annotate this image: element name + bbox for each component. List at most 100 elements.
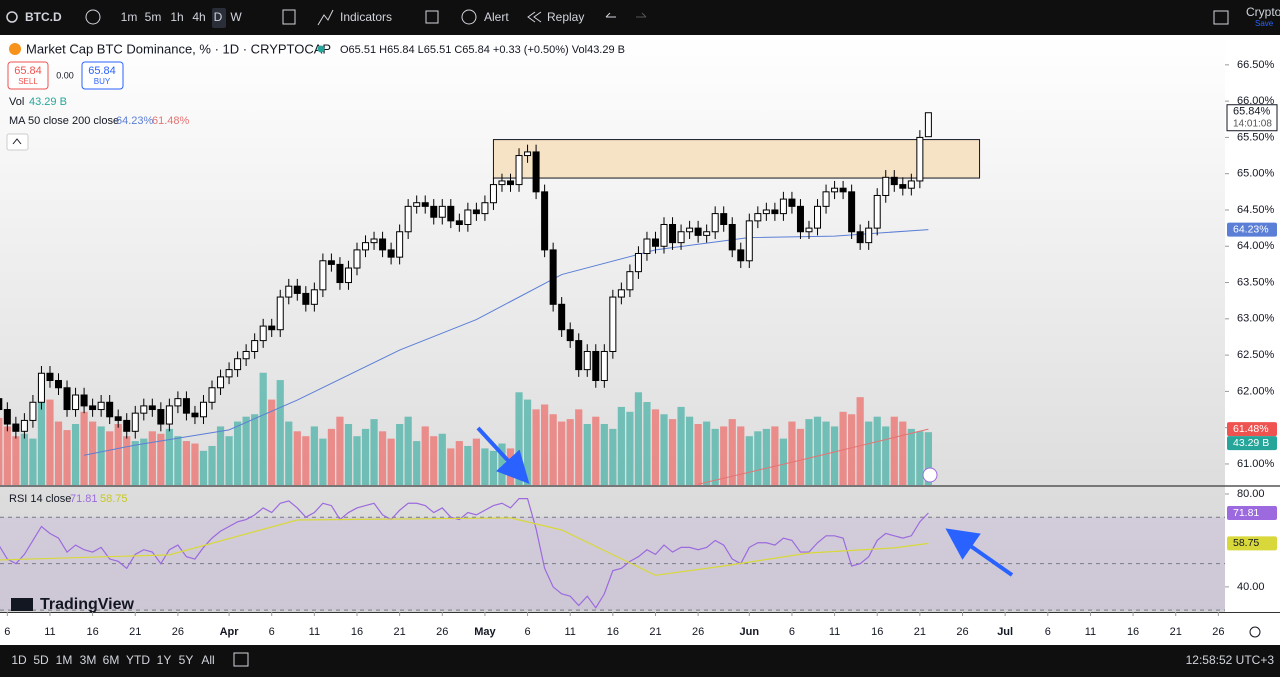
y-tick-label: 65.00% <box>1237 168 1275 180</box>
interval-button[interactable]: 4h <box>192 10 205 24</box>
buy-button[interactable] <box>81 61 124 90</box>
candle-body <box>63 387 71 411</box>
candle-body <box>600 350 608 382</box>
x-tick-label: 16 <box>607 626 619 638</box>
candle-body <box>848 191 856 233</box>
volume-bar <box>396 424 404 485</box>
x-tick-label: 6 <box>4 626 10 638</box>
range-button[interactable]: 5Y <box>179 653 194 667</box>
volume-bar <box>660 414 668 485</box>
volume-bar <box>566 419 574 485</box>
alert-button[interactable]: Alert <box>484 10 509 24</box>
volume-bar <box>336 416 344 485</box>
time-axis <box>0 612 1280 645</box>
replay-button[interactable]: Replay <box>547 10 584 24</box>
rsi-ma-line <box>0 517 929 576</box>
volume-bar <box>233 421 242 485</box>
y-tick-label: 64.00% <box>1237 240 1275 252</box>
candle-body <box>114 416 122 421</box>
watermark-logo <box>11 598 33 611</box>
layout-name[interactable]: Crypto <box>1246 5 1280 19</box>
settings-icon[interactable] <box>1249 626 1261 638</box>
sell-button[interactable] <box>7 61 49 90</box>
date-range-icon[interactable] <box>233 652 249 667</box>
volume-bar <box>182 441 191 485</box>
volume-bar <box>123 436 131 485</box>
rsi-legend-value: 71.81 <box>70 493 98 505</box>
undo[interactable] <box>605 12 616 18</box>
replay-icon[interactable] <box>527 11 542 23</box>
add-symbol[interactable] <box>85 9 101 25</box>
candle-body <box>413 202 421 207</box>
candle-body <box>737 249 745 262</box>
price-tag: 65.84% <box>1233 106 1271 118</box>
x-tick-label: 21 <box>649 626 661 638</box>
volume-bar <box>430 436 438 485</box>
event-icon[interactable] <box>922 467 938 483</box>
candle-body <box>438 205 446 218</box>
candle-body <box>532 151 540 193</box>
search-icon[interactable] <box>6 11 18 23</box>
interval-button[interactable]: D <box>214 10 223 24</box>
x-tick-label: 6 <box>269 626 275 638</box>
market-status <box>317 45 325 53</box>
candle-body <box>157 409 165 425</box>
interval-button[interactable]: 5m <box>145 10 162 24</box>
alert-icon[interactable] <box>461 9 477 25</box>
candle-body <box>80 394 88 407</box>
candle-body <box>37 372 45 403</box>
candle-body <box>907 180 915 189</box>
range-button[interactable]: 1D <box>11 653 27 667</box>
volume-bar <box>259 372 267 485</box>
volume-bar <box>251 414 259 485</box>
interval-button[interactable]: 1m <box>121 10 138 24</box>
volume-bar <box>822 421 830 485</box>
candle-body <box>165 405 173 425</box>
interval-button[interactable]: W <box>230 10 242 24</box>
indicators-icon[interactable] <box>317 9 334 26</box>
collapse-legend[interactable] <box>6 133 29 151</box>
range-button[interactable]: 5D <box>33 653 49 667</box>
collapse-icon <box>12 138 22 145</box>
save-button[interactable]: Save <box>1255 19 1274 28</box>
range-button[interactable]: 6M <box>103 653 120 667</box>
redo[interactable] <box>636 12 647 18</box>
candle-body <box>566 329 574 342</box>
volume-bar <box>438 433 446 485</box>
range-button[interactable]: YTD <box>126 653 150 667</box>
range-button[interactable]: All <box>201 653 214 667</box>
candle-body <box>3 409 11 425</box>
x-tick-label: 11 <box>829 626 840 638</box>
candle-body <box>634 253 642 273</box>
range-button[interactable]: 1M <box>56 653 73 667</box>
volume-bar <box>737 426 745 485</box>
candle-body <box>720 213 728 225</box>
indicators-button[interactable]: Indicators <box>340 10 392 24</box>
volume-bar <box>830 426 839 485</box>
templates-icon[interactable] <box>425 10 439 24</box>
ma50-tag: 64.23% <box>1233 223 1269 235</box>
volume-bar <box>165 428 173 485</box>
candle-body <box>779 198 787 215</box>
y-tick-label: 63.50% <box>1237 276 1275 288</box>
candle-body <box>362 242 370 251</box>
sell-label: SELL <box>18 77 38 86</box>
candle-body <box>191 412 199 418</box>
candle-body <box>796 205 804 233</box>
range-button[interactable]: 1Y <box>157 653 172 667</box>
candle-body <box>745 220 753 262</box>
ohlc-values: O65.51 H65.84 L65.51 C65.84 +0.33 (+0.50… <box>340 44 625 56</box>
interval-button[interactable]: 1h <box>170 10 183 24</box>
chart-type-icon[interactable] <box>282 9 296 25</box>
volume-bar <box>728 419 736 485</box>
volume-bar <box>319 438 327 485</box>
volume-bar <box>617 406 625 485</box>
volume-bar <box>344 424 353 485</box>
symbol[interactable]: BTC.D <box>25 10 62 24</box>
y-tick-label: 61.00% <box>1237 458 1275 470</box>
candle-body <box>208 387 216 403</box>
fullscreen[interactable] <box>1213 10 1229 25</box>
candle-body <box>370 238 378 244</box>
range-button[interactable]: 3M <box>80 653 97 667</box>
candle-body <box>182 398 190 414</box>
